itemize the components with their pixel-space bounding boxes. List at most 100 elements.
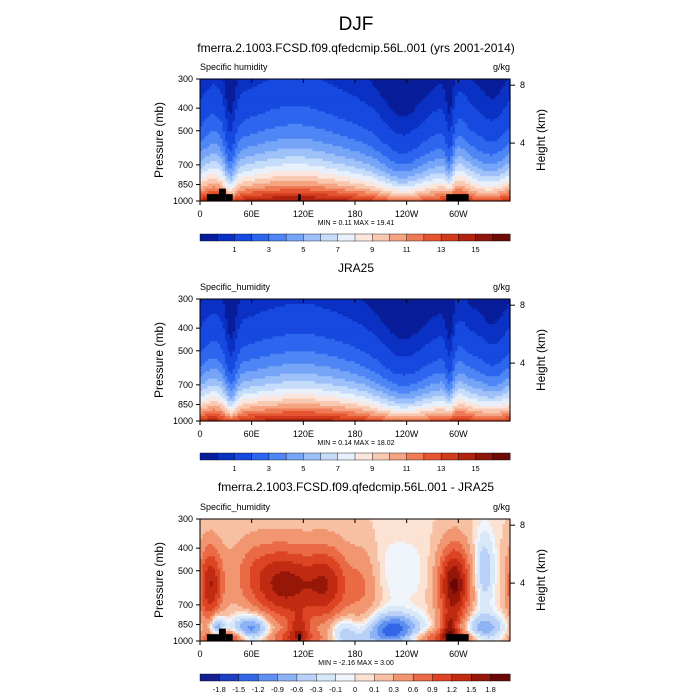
heatmap-cell <box>467 538 474 543</box>
heatmap-cell <box>445 618 451 622</box>
heatmap-cell <box>200 151 224 155</box>
heatmap-cell <box>225 158 229 162</box>
heatmap-cell <box>210 401 219 405</box>
heatmap-cell <box>330 601 341 605</box>
y-tick-label: 500 <box>178 346 193 356</box>
heatmap-cell <box>457 611 464 615</box>
heatmap-cell <box>232 188 239 192</box>
heatmap-cell <box>437 603 444 607</box>
heatmap-cell <box>490 613 499 617</box>
heatmap-cell <box>310 623 321 627</box>
heatmap-cell <box>225 411 231 415</box>
heatmap-cell <box>327 636 334 640</box>
heatmap-cell <box>455 351 469 355</box>
colorbar-swatch <box>492 233 511 242</box>
heatmap-cell <box>477 598 481 602</box>
heatmap-cell <box>200 586 204 590</box>
heatmap-cell <box>417 611 426 615</box>
heatmap-cell <box>452 151 456 155</box>
heatmap-cell <box>375 613 381 617</box>
y-tick-label: 850 <box>178 180 193 190</box>
y-axis-label: Pressure (mb) <box>152 102 166 178</box>
heatmap-cell <box>257 368 341 372</box>
heatmap-cell <box>480 588 484 592</box>
heatmap-cell <box>407 406 431 410</box>
heatmap-cell <box>200 181 204 185</box>
heatmap-cell <box>227 406 236 410</box>
colorbar-swatch <box>316 673 337 682</box>
heatmap-cell <box>490 563 496 567</box>
heatmap-cell <box>290 608 304 612</box>
heatmap-cell <box>490 566 496 570</box>
heatmap-cell <box>225 628 229 632</box>
heatmap-cell <box>320 633 329 637</box>
heatmap-cell <box>382 321 429 325</box>
heatmap-cell <box>272 623 281 627</box>
heatmap-cell <box>327 638 334 642</box>
heatmap-cell <box>315 303 369 308</box>
heatmap-cell <box>280 106 311 110</box>
heatmap-cell <box>470 618 474 622</box>
heatmap-cell <box>440 596 446 600</box>
heatmap-cell <box>242 536 344 540</box>
heatmap-cell <box>477 308 506 313</box>
heatmap-cell <box>477 178 501 182</box>
heatmap-cell <box>487 548 494 552</box>
heatmap-cell <box>502 413 511 417</box>
heatmap-cell <box>452 328 456 332</box>
heatmap-cell <box>235 318 244 323</box>
heatmap-cell <box>200 638 204 642</box>
heatmap-cell <box>200 551 204 555</box>
heatmap-cell <box>427 636 436 640</box>
heatmap-cell <box>397 188 411 192</box>
heatmap-cell <box>345 538 376 543</box>
heatmap-cell <box>375 108 394 112</box>
heatmap-cell <box>447 596 461 600</box>
heatmap-cell <box>227 118 236 122</box>
heatmap-cell <box>335 638 339 642</box>
heatmap-cell <box>452 138 456 142</box>
heatmap-cell <box>425 601 434 605</box>
heatmap-cell <box>455 383 469 387</box>
heatmap-cell <box>357 388 376 392</box>
heatmap-cell <box>252 191 339 195</box>
heatmap-cell <box>455 301 469 305</box>
heatmap-cell <box>415 191 431 195</box>
heatmap-cell <box>445 606 461 610</box>
heatmap-cell <box>237 168 254 172</box>
heatmap-cell <box>242 411 284 415</box>
heatmap-cell <box>202 613 214 617</box>
heatmap-cell <box>400 623 409 627</box>
heatmap-cell <box>480 371 504 375</box>
heatmap-cell <box>210 581 214 585</box>
heatmap-cell <box>447 393 451 397</box>
x-tick-label: 120W <box>395 649 419 659</box>
heatmap-cell <box>250 571 261 575</box>
heatmap-cell <box>420 196 441 200</box>
heatmap-cell <box>427 161 446 165</box>
heatmap-cell <box>337 576 346 580</box>
heatmap-cell <box>455 353 474 357</box>
heatmap-cell <box>222 593 244 597</box>
heatmap-cell <box>382 406 401 410</box>
heatmap-cell <box>200 563 204 567</box>
heatmap-cell <box>200 166 204 170</box>
heatmap-cell <box>220 386 226 390</box>
heatmap-cell <box>407 181 424 185</box>
heatmap-cell <box>450 106 456 110</box>
heatmap-cell <box>217 563 224 567</box>
heatmap-cell <box>382 621 406 625</box>
heatmap-cell <box>450 171 454 175</box>
heatmap-cell <box>212 608 219 612</box>
heatmap-cell <box>250 581 261 585</box>
heatmap-cell <box>467 141 511 145</box>
heatmap-cell <box>450 353 456 357</box>
heatmap-cell <box>250 386 349 390</box>
heatmap-cell <box>490 558 496 562</box>
heatmap-cell <box>475 553 479 557</box>
x-tick-label: 180 <box>347 209 362 219</box>
heatmap-cell <box>235 361 244 365</box>
heatmap-cell <box>437 581 441 585</box>
heatmap-cell <box>455 131 476 135</box>
heatmap-cell <box>230 111 234 115</box>
